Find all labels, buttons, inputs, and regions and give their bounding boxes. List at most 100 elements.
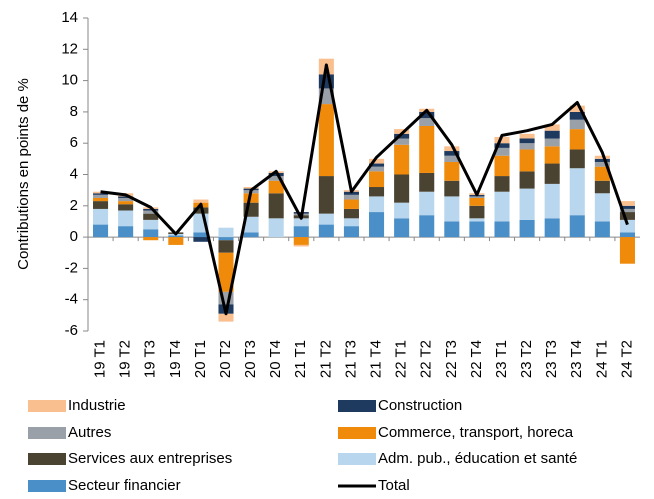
bar-segment xyxy=(168,237,184,245)
bar-segment xyxy=(569,215,585,238)
y-tick-label: 0 xyxy=(70,228,78,245)
bar-segment xyxy=(444,180,460,197)
bar-segment xyxy=(494,221,510,238)
bar-segment xyxy=(569,168,585,216)
bar-segment xyxy=(218,252,234,292)
bar-segment xyxy=(444,155,460,162)
bar-segment xyxy=(444,196,460,222)
bar-segment xyxy=(93,208,109,225)
bar-segment xyxy=(118,201,134,205)
bar-segment xyxy=(394,138,410,145)
y-tick-label: 12 xyxy=(61,40,78,57)
bar-segment xyxy=(519,149,535,172)
x-tick-label: 19 T1 xyxy=(92,340,109,378)
bar-segment xyxy=(594,166,610,181)
legend-swatch xyxy=(28,453,66,465)
bar-segment xyxy=(394,174,410,203)
bar-segment xyxy=(369,196,385,213)
bar-segment xyxy=(444,146,460,152)
bar-segment xyxy=(143,219,159,230)
x-tick-label: 21 T1 xyxy=(292,340,309,378)
legend-label: Autres xyxy=(68,424,111,441)
bar-segment xyxy=(243,187,259,189)
bar-segment xyxy=(218,237,234,241)
y-tick-label: 10 xyxy=(61,72,78,89)
y-tick-label: 14 xyxy=(61,9,78,26)
bar-segment xyxy=(569,119,585,130)
bar-segment xyxy=(444,151,460,156)
y-tick-label: 4 xyxy=(70,165,78,182)
bar-segment xyxy=(118,210,134,227)
bar-segment xyxy=(394,218,410,238)
y-tick-label: -4 xyxy=(65,291,78,308)
bar-segment xyxy=(469,196,485,198)
bar-segment xyxy=(118,226,134,238)
bar-segment xyxy=(343,226,359,238)
bar-segment xyxy=(193,199,209,203)
bar-segment xyxy=(594,180,610,194)
y-tick-label: -2 xyxy=(65,259,78,276)
x-tick-label: 20 T1 xyxy=(192,340,209,378)
legend-label: Services aux entreprises xyxy=(68,450,232,467)
x-tick-label: 23 T1 xyxy=(493,340,510,378)
bar-segment xyxy=(143,210,159,214)
bar-segment xyxy=(143,213,159,220)
bar-segment xyxy=(519,188,535,220)
bar-segment xyxy=(268,176,284,181)
bar-segment xyxy=(293,244,309,247)
bar-segment xyxy=(444,161,460,181)
bar-segment xyxy=(369,166,385,172)
bar-segment xyxy=(569,149,585,169)
bar-segment xyxy=(243,216,259,233)
bar-segment xyxy=(619,208,635,213)
bar-segment xyxy=(619,232,635,238)
legend-label: Adm. pub., éducation et santé xyxy=(378,450,577,467)
bar-segment xyxy=(419,172,435,192)
bar-segment xyxy=(293,237,309,245)
bar-segment xyxy=(143,208,159,211)
bar-segment xyxy=(494,176,510,192)
bar-segment xyxy=(93,201,109,209)
bar-segment xyxy=(469,197,485,206)
bar-segment xyxy=(619,201,635,206)
bar-segment xyxy=(519,138,535,144)
bar-segment xyxy=(318,176,334,214)
bar-segment xyxy=(469,205,485,219)
bar-segment xyxy=(594,221,610,238)
bar-segment xyxy=(93,224,109,238)
bar-segment xyxy=(343,199,359,209)
x-tick-label: 20 T3 xyxy=(242,340,259,378)
x-tick-label: 21 T2 xyxy=(317,340,334,378)
legend-label: Industrie xyxy=(68,397,126,414)
x-tick-label: 22 T2 xyxy=(418,340,435,378)
bar-segment xyxy=(193,237,209,242)
legend-swatch xyxy=(338,400,376,412)
x-tick-label: 19 T4 xyxy=(167,340,184,378)
x-tick-label: 19 T3 xyxy=(142,340,159,378)
bar-segment xyxy=(343,194,359,200)
bar-segment xyxy=(143,229,159,238)
bar-segment xyxy=(544,138,560,147)
bar-segment xyxy=(569,111,585,120)
x-tick-label: 23 T3 xyxy=(543,340,560,378)
bar-segment xyxy=(268,180,284,194)
y-tick-label: 6 xyxy=(70,134,78,151)
bar-segment xyxy=(594,155,610,159)
bar-segment xyxy=(519,143,535,150)
bar-segment xyxy=(494,147,510,156)
bar-segment xyxy=(419,191,435,216)
bar-segment xyxy=(369,163,385,167)
bar-segment xyxy=(218,313,234,322)
bar-segment xyxy=(419,125,435,173)
bar-segment xyxy=(419,118,435,126)
x-tick-label: 20 T2 xyxy=(217,340,234,378)
x-tick-label: 22 T3 xyxy=(443,340,460,378)
bar-segment xyxy=(218,240,234,253)
bar-segment xyxy=(619,212,635,220)
legend-label: Total xyxy=(378,477,410,494)
x-tick-label: 22 T1 xyxy=(393,340,410,378)
bar-segment xyxy=(394,202,410,219)
bar-segment xyxy=(594,158,610,162)
bar-segment xyxy=(268,218,284,238)
